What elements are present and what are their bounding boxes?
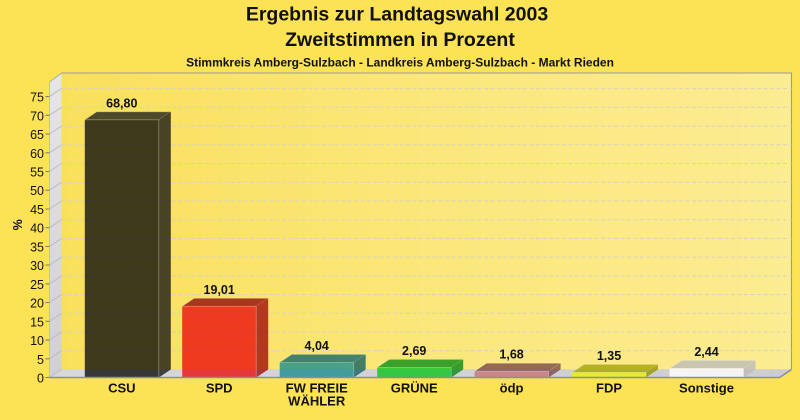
svg-text:45: 45: [30, 203, 44, 217]
svg-text:5: 5: [37, 353, 44, 367]
svg-text:ödp: ödp: [500, 381, 524, 396]
svg-text:10: 10: [30, 334, 44, 348]
svg-text:Sonstige: Sonstige: [679, 381, 734, 396]
svg-text:55: 55: [30, 166, 44, 180]
svg-text:30: 30: [30, 259, 44, 273]
svg-text:70: 70: [30, 109, 44, 123]
svg-text:25: 25: [30, 278, 44, 292]
svg-text:20: 20: [30, 297, 44, 311]
svg-text:FW FREIE: FW FREIE: [286, 381, 348, 396]
svg-text:Stimmkreis Amberg-Sulzbach - L: Stimmkreis Amberg-Sulzbach - Landkreis A…: [186, 56, 614, 70]
svg-text:4,04: 4,04: [305, 339, 329, 353]
svg-text:19,01: 19,01: [204, 283, 235, 297]
svg-text:%: %: [11, 219, 25, 230]
svg-text:15: 15: [30, 315, 44, 329]
svg-text:35: 35: [30, 240, 44, 254]
svg-text:75: 75: [30, 91, 44, 105]
svg-text:60: 60: [30, 147, 44, 161]
svg-text:0: 0: [37, 372, 44, 386]
svg-text:50: 50: [30, 184, 44, 198]
svg-text:Zweitstimmen in Prozent: Zweitstimmen in Prozent: [285, 29, 515, 51]
svg-text:CSU: CSU: [108, 381, 135, 396]
svg-text:2,69: 2,69: [402, 344, 426, 358]
svg-text:SPD: SPD: [206, 381, 233, 396]
svg-text:WÄHLER: WÄHLER: [288, 394, 346, 409]
svg-text:2,44: 2,44: [694, 345, 718, 359]
svg-text:1,68: 1,68: [499, 348, 523, 362]
svg-text:68,80: 68,80: [106, 96, 137, 110]
svg-text:Ergebnis zur Landtagswahl 2003: Ergebnis zur Landtagswahl 2003: [246, 3, 548, 25]
svg-text:GRÜNE: GRÜNE: [391, 381, 438, 396]
svg-text:1,35: 1,35: [597, 349, 621, 363]
svg-text:65: 65: [30, 128, 44, 142]
svg-text:FDP: FDP: [596, 381, 622, 396]
svg-text:40: 40: [30, 222, 44, 236]
